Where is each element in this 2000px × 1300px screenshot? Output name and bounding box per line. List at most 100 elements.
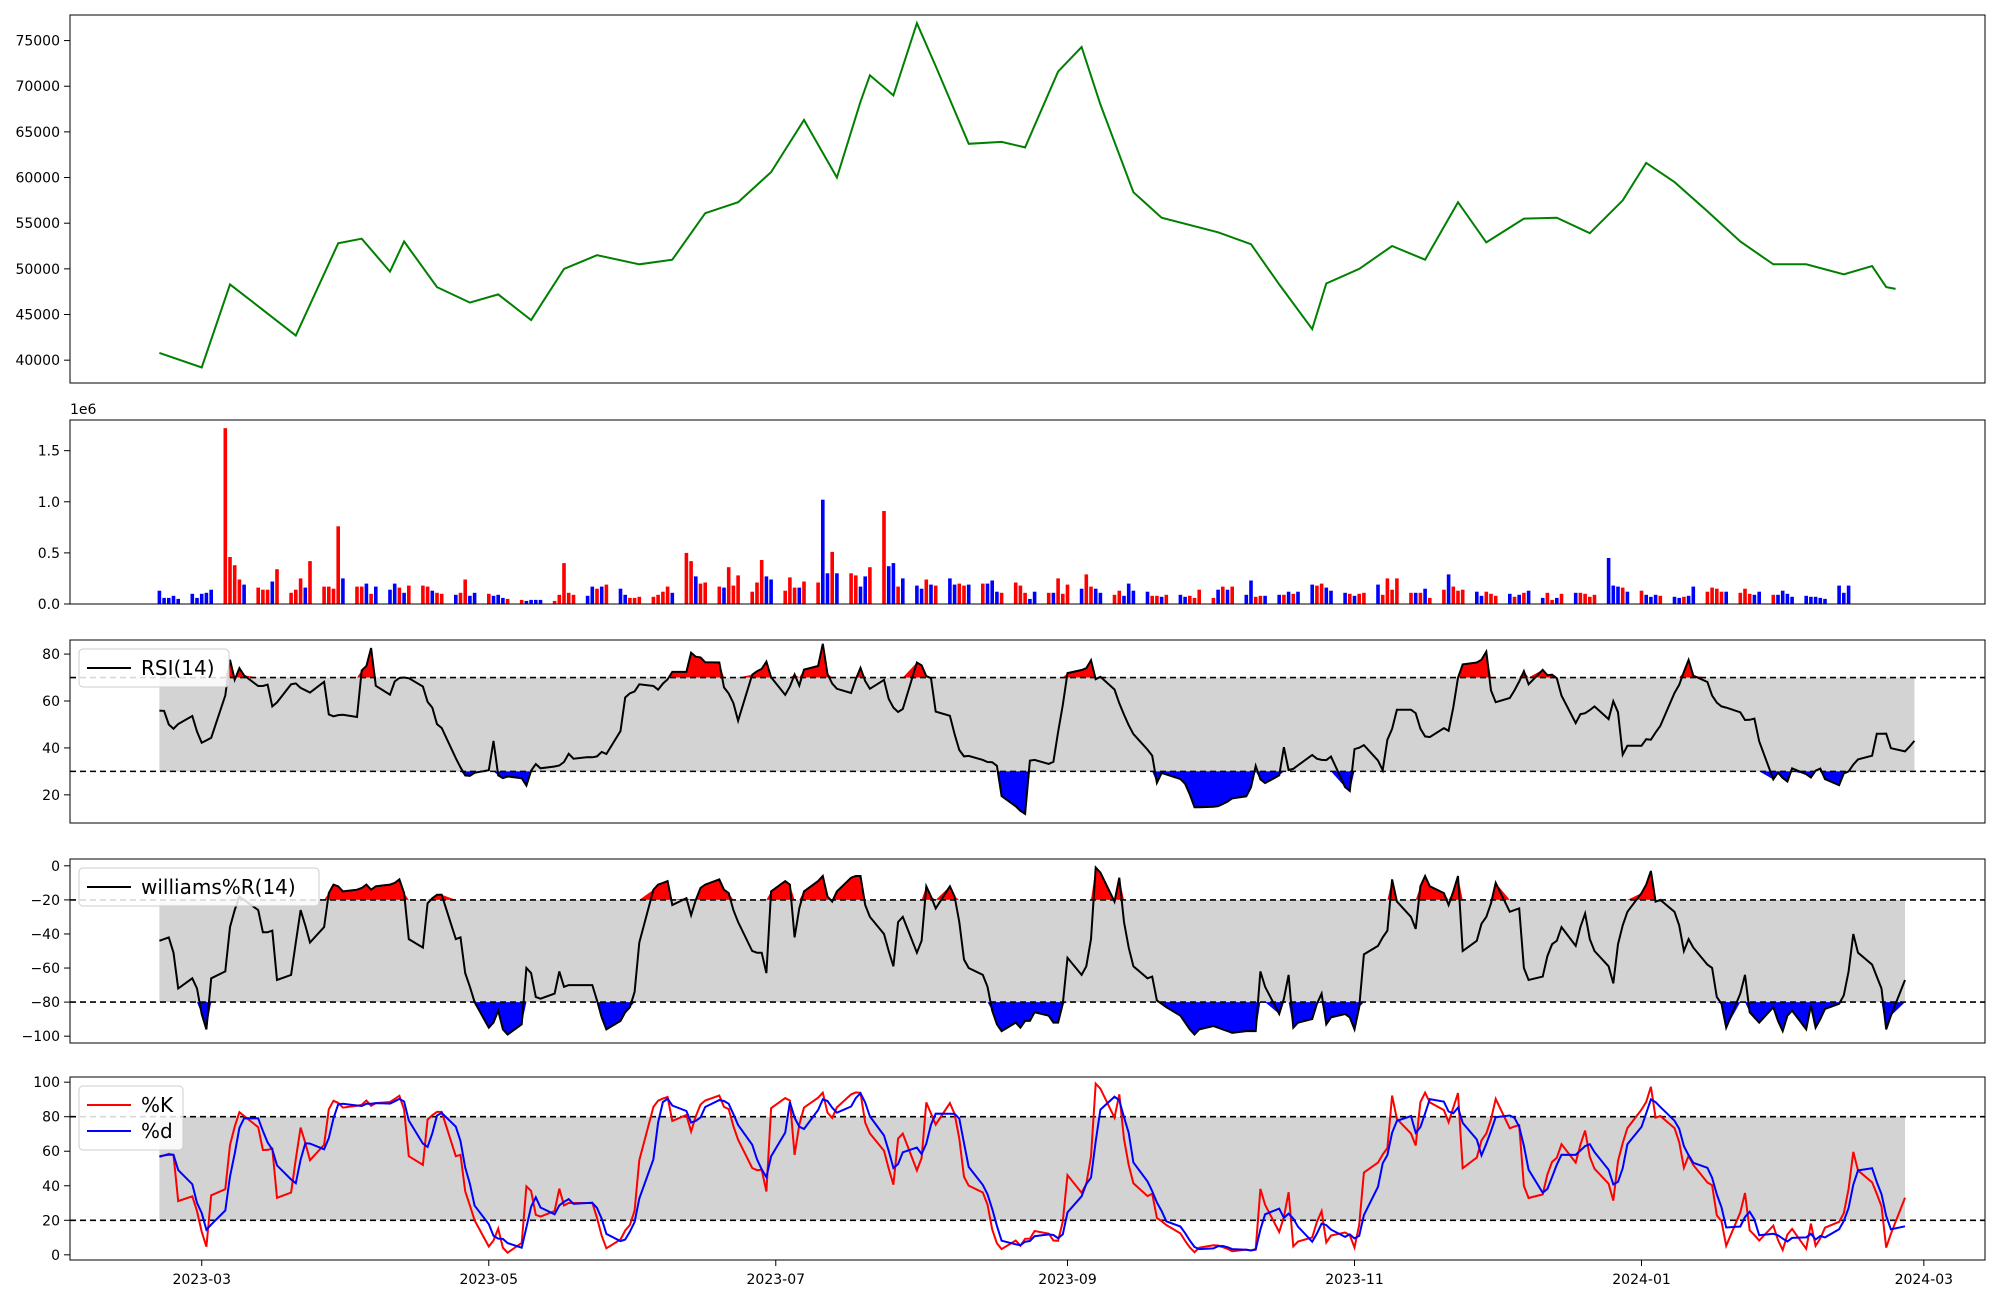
y-tick-label: 60000 — [15, 171, 60, 187]
volume-bar — [985, 583, 990, 604]
volume-bar — [1197, 589, 1201, 604]
volume-bar — [355, 586, 359, 604]
volume-bar — [1343, 592, 1347, 604]
y-tick-label: 20 — [42, 788, 60, 804]
volume-bar — [1809, 596, 1813, 604]
volume-bar — [1846, 585, 1851, 604]
y-tick-label: 100 — [33, 1075, 60, 1091]
volume-bar — [1013, 582, 1018, 604]
y-tick-label: 0.5 — [38, 546, 60, 562]
volume-bar — [566, 592, 571, 604]
volume-bar — [1178, 594, 1183, 604]
volume-bar — [199, 593, 204, 604]
volume-bar — [1126, 583, 1131, 604]
volume-bar — [1757, 591, 1761, 604]
volume-bar — [651, 596, 656, 604]
volume-bar — [1056, 578, 1060, 604]
volume-bar — [788, 577, 792, 604]
volume-bar — [1573, 592, 1578, 604]
volume-bar — [223, 428, 228, 604]
volume-bar — [948, 578, 952, 604]
volume-bar — [1653, 594, 1658, 604]
volume-bar — [501, 597, 505, 604]
stoch-main-line — [159, 1081, 1906, 1255]
volume-bar — [1456, 590, 1460, 604]
y-tick-label: 60 — [42, 694, 60, 710]
volume-bar — [1329, 590, 1333, 604]
volume-bar — [289, 592, 293, 604]
volume-bar — [632, 597, 637, 604]
volume-bar — [1710, 587, 1714, 604]
volume-bar — [237, 579, 242, 604]
volume-bar — [1484, 591, 1489, 604]
volume-bar — [891, 563, 896, 604]
volume-bar — [1771, 594, 1776, 604]
volume-bar — [1658, 595, 1663, 604]
volume-bar — [176, 598, 180, 604]
volume-bar — [929, 584, 933, 604]
volume-bar — [637, 596, 642, 604]
x-tick-label: 2024-01 — [1612, 1272, 1671, 1288]
volume-bar — [933, 585, 938, 604]
volume-bar — [1842, 592, 1846, 604]
volume-bar — [496, 594, 500, 604]
legend-label: RSI(14) — [141, 656, 215, 680]
volume-bar — [1315, 585, 1319, 604]
volume-bar — [792, 587, 797, 604]
volume-bar — [430, 590, 435, 604]
volume-bar — [1046, 592, 1051, 604]
volume-bar — [1258, 595, 1263, 604]
volume-bar — [656, 594, 660, 604]
volume-bar — [952, 584, 957, 604]
volume-bar — [1823, 598, 1827, 604]
volume-bar — [1061, 593, 1065, 604]
volume-bar — [1084, 574, 1089, 604]
volume-bar — [571, 594, 576, 604]
stochastic-panel: 0 20 40 60 80 100 %K%d 2023-03 2023-05 2023-07 202… — [33, 1075, 1986, 1288]
volume-bar — [1790, 596, 1794, 604]
volume-bar — [1428, 597, 1432, 604]
rsi-main-line — [159, 643, 1916, 816]
y-tick-label: −100 — [22, 1029, 60, 1045]
volume-bar — [435, 592, 439, 604]
volume-bar — [1776, 594, 1780, 604]
volume-bar — [1093, 588, 1098, 604]
volume-bar — [1352, 595, 1357, 604]
volume-bar — [797, 587, 802, 604]
legend-label: %K — [141, 1093, 174, 1117]
volume-bar — [1112, 594, 1117, 604]
volume-bar — [1508, 593, 1512, 604]
volume-bar — [722, 587, 726, 604]
volume-bar — [359, 586, 364, 604]
volume-bar — [294, 589, 298, 604]
volume-bar — [1131, 590, 1136, 604]
neutral-band — [159, 677, 1915, 772]
volume-bar — [868, 567, 872, 604]
volume-bar — [665, 586, 670, 604]
volume-bar — [1282, 594, 1286, 604]
volume-bar — [802, 581, 806, 604]
volume-bar — [684, 552, 689, 604]
volume-bar — [1512, 596, 1517, 604]
volume-bar — [999, 592, 1004, 604]
volume-bar — [1475, 591, 1479, 604]
volume-bar — [425, 586, 430, 604]
volume-bar — [472, 592, 477, 604]
volume-bar — [1479, 595, 1484, 604]
volume-bar — [1724, 591, 1728, 604]
axes-frame — [69, 14, 1986, 384]
volume-bar — [1159, 596, 1164, 604]
volume-bar — [369, 593, 373, 604]
volume-bar — [1117, 590, 1122, 604]
volume-bar — [519, 599, 524, 604]
volume-bar — [1517, 594, 1521, 604]
volume-bar — [407, 585, 411, 604]
volume-bar — [590, 586, 595, 604]
volume-bar — [1296, 591, 1300, 604]
volume-bar — [1023, 592, 1027, 604]
volume-bar — [552, 600, 557, 604]
volume-bar — [1738, 592, 1743, 604]
volume-bar — [1291, 593, 1296, 604]
volume-bar — [1221, 586, 1225, 604]
volume-bar — [1606, 558, 1611, 604]
